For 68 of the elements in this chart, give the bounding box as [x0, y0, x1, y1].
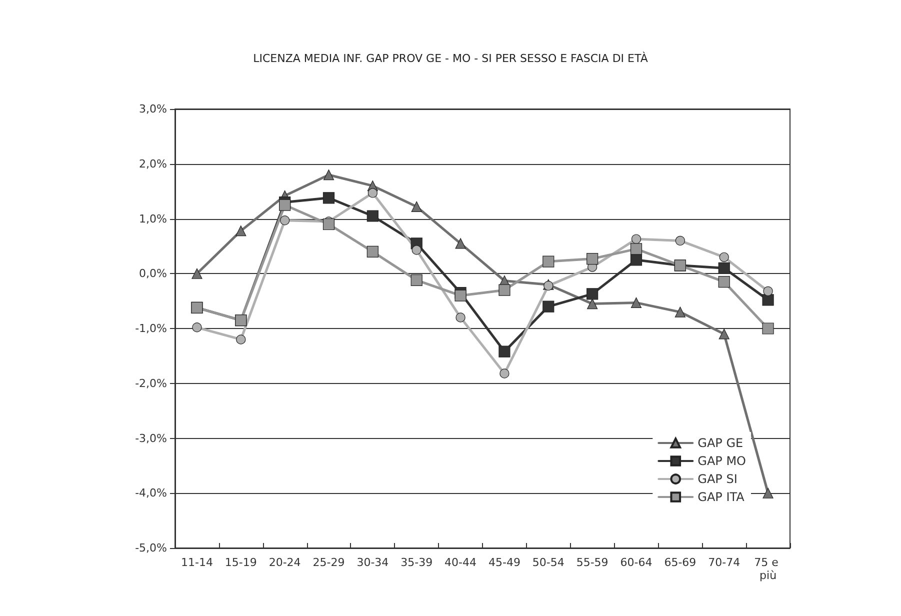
x-tick-label: 50-54 [532, 556, 564, 569]
point [192, 268, 202, 279]
legend-label: GAP ITA [698, 490, 746, 504]
point [587, 298, 598, 310]
x-tick-label: 35-39 [400, 556, 433, 569]
point [236, 226, 246, 236]
point [366, 210, 378, 222]
point [456, 312, 466, 322]
y-tick-label: 1,0% [139, 212, 167, 226]
x-tick-label: 75 e più [754, 556, 782, 582]
x-tick-label: 15-19 [224, 556, 257, 569]
x-tick-label: 65-69 [664, 556, 696, 569]
point [762, 294, 774, 306]
point [631, 234, 642, 244]
point [455, 238, 466, 249]
x-tick-label: 11-14 [180, 556, 213, 569]
x-tick-label: 40-44 [444, 556, 477, 569]
y-tick-label: -3,0% [135, 432, 167, 445]
point [279, 199, 291, 211]
legend-label: GAP GE [698, 436, 744, 450]
x-tick-label: 45-49 [488, 556, 520, 569]
point [718, 262, 730, 274]
point [718, 276, 730, 288]
y-tick-label: 3,0% [139, 102, 167, 116]
point [500, 368, 510, 378]
x-tick-label: 25-29 [312, 556, 345, 569]
point [323, 170, 334, 180]
point [630, 254, 642, 266]
point [586, 288, 598, 300]
x-tick-label: 55-59 [576, 556, 608, 569]
point [675, 236, 685, 246]
point [410, 274, 422, 286]
x-tick-label: 60-64 [620, 556, 652, 569]
y-tick-label: 0,0% [139, 267, 167, 280]
point [411, 201, 422, 212]
x-tick-label: 30-34 [356, 556, 389, 569]
point [763, 286, 773, 296]
point [542, 300, 554, 312]
point [630, 243, 642, 255]
point [280, 216, 290, 226]
x-tick-label: 70-74 [708, 556, 740, 569]
point [412, 245, 422, 255]
chart-title: LICENZA MEDIA INF. GAP PROV GE - MO - SI PER SESSO E FASCIA DI ETÀ [253, 51, 648, 65]
point [719, 252, 729, 262]
point [762, 322, 774, 334]
point [586, 253, 598, 265]
point [368, 188, 378, 198]
legend-label: GAP SI [698, 472, 738, 486]
point [322, 192, 335, 204]
point [236, 334, 246, 344]
point [674, 306, 686, 318]
y-tick-label: 2,0% [139, 157, 167, 170]
point [718, 328, 730, 340]
point [366, 246, 378, 258]
point [542, 256, 554, 268]
point [454, 290, 466, 302]
y-tick-label: -1,0% [135, 322, 167, 335]
point [762, 488, 774, 498]
x-tick-label: 20-24 [268, 556, 301, 569]
y-tick-label: -2,0% [135, 376, 167, 390]
legend-label: GAP MO [698, 454, 746, 468]
point [192, 322, 202, 332]
y-tick-label: -4,0% [135, 486, 167, 500]
point [322, 218, 335, 230]
y-tick-label: -5,0% [135, 542, 167, 554]
point [498, 284, 510, 296]
point [630, 297, 642, 308]
point [498, 346, 510, 358]
